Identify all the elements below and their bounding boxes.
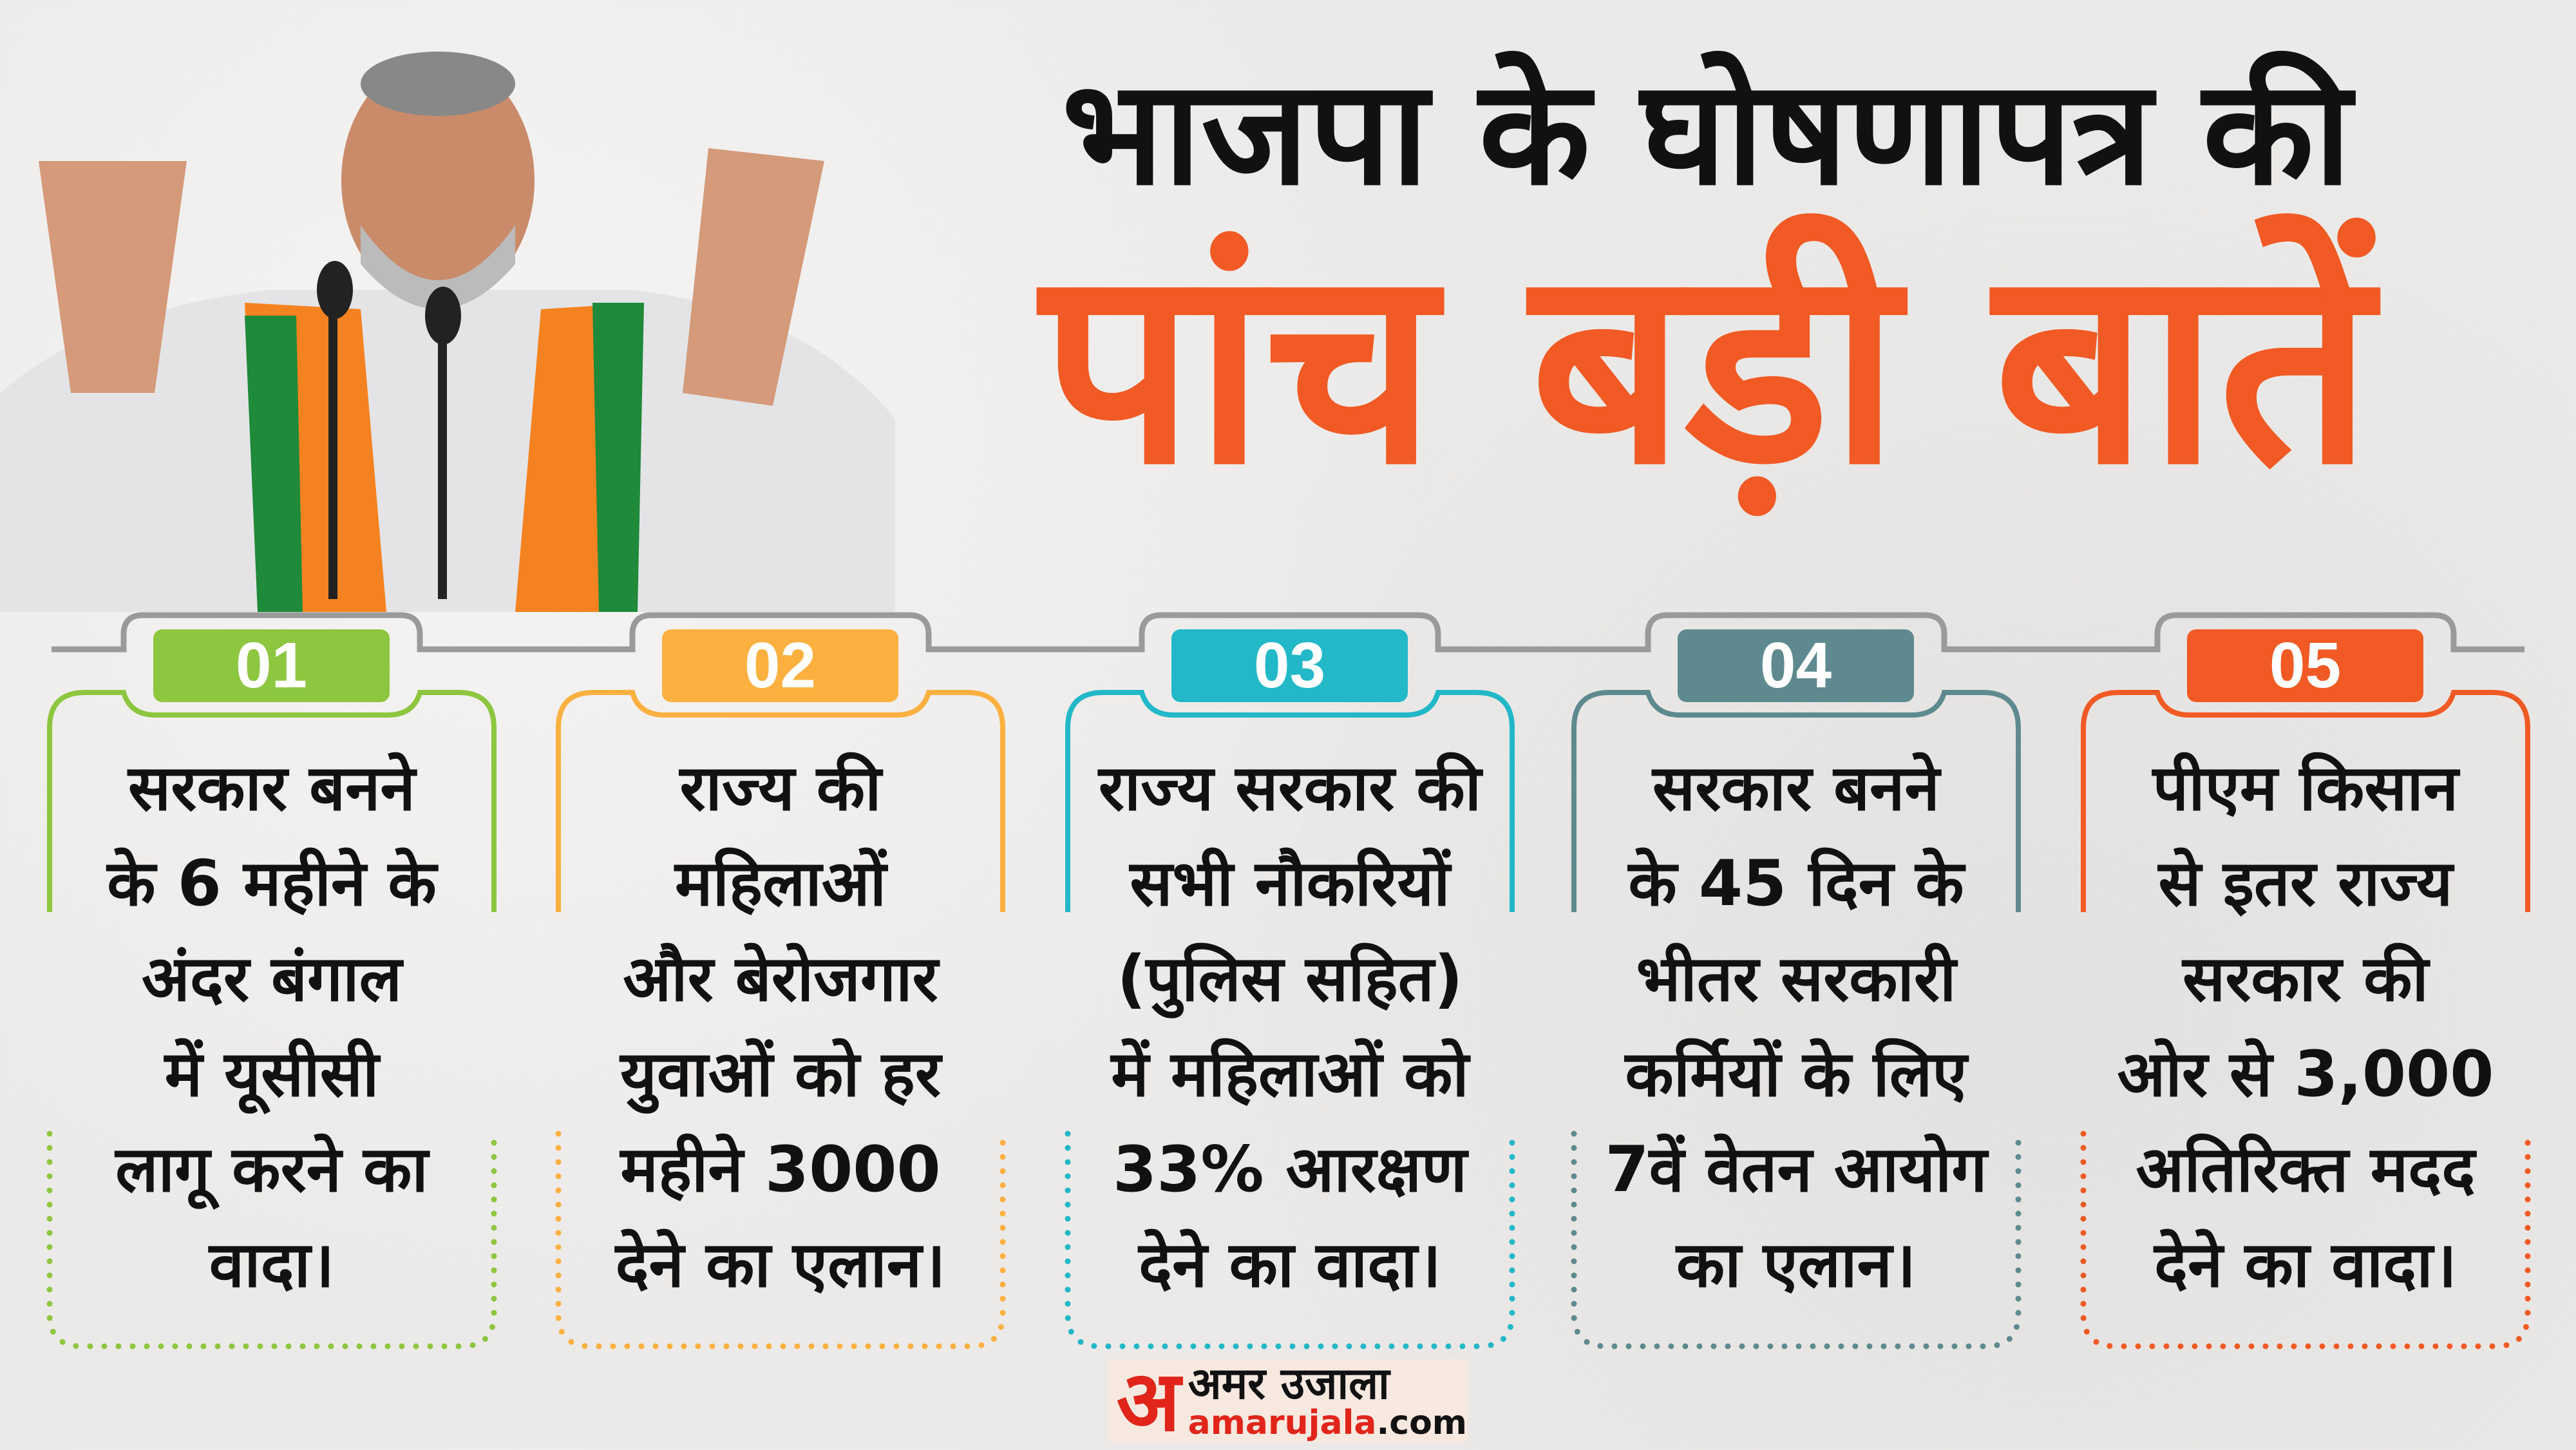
logo-hindi: अमर उजाला	[1188, 1359, 1390, 1409]
card-text-line: अंदर बंगाल	[141, 942, 402, 1016]
card-text-line: सरकार बनने	[128, 752, 415, 825]
card-text-line: युवाओं को हर	[620, 1038, 941, 1111]
card-text-line: पीएम किसान	[2152, 752, 2459, 825]
card-text-line: कर्मियों के लिए	[1625, 1038, 1967, 1111]
card-text-line: वादा।	[209, 1228, 335, 1302]
card-text-line: महिलाओं	[674, 847, 886, 921]
card-text-line: भीतर सरकारी	[1636, 942, 1956, 1016]
amar-ujala-logo: अ अमर उजाला amarujala.com	[1109, 1359, 1467, 1443]
card-text-line: में महिलाओं को	[1111, 1038, 1469, 1111]
card-text-line: 33% आरक्षण	[1112, 1133, 1468, 1207]
card-text: सरकार बनने के 6 महीने के अंदर बंगाल में यूस…	[50, 741, 494, 1313]
card-text-line: देने का वादा।	[2154, 1228, 2457, 1302]
card-frame-bottom-dotted	[555, 1130, 1006, 1350]
logo-mark: अ	[1116, 1352, 1180, 1450]
card-number-badge: 05	[2187, 629, 2423, 702]
card-text-line: (पुलिस सहित)	[1117, 942, 1463, 1016]
card-text: राज्य की महिलाओं और बेरोजगार युवाओं को हर मह…	[558, 741, 1003, 1313]
card-text-line: ओर से 3,000	[2117, 1038, 2494, 1111]
card-text-line: के 45 दिन के	[1628, 847, 1964, 921]
card-text-line: लागू करने का	[115, 1133, 428, 1207]
card-text: राज्य सरकार की सभी नौकरियों (पुलिस सहित) मे…	[1068, 741, 1512, 1313]
logo-domain: amarujala.com	[1188, 1404, 1467, 1442]
card-text-line: महीने 3000	[620, 1133, 941, 1207]
card-frame-bottom-dotted	[46, 1130, 497, 1350]
card-frame-top	[1065, 690, 1515, 912]
card-text-line: राज्य सरकार की	[1098, 752, 1482, 825]
card-frame-top	[2081, 690, 2530, 912]
card-text-line: सरकार बनने	[1653, 752, 1940, 825]
card-text-line: और बेरोजगार	[623, 942, 938, 1016]
speaker-photo	[0, 52, 895, 612]
card-frame-bottom-dotted	[1065, 1130, 1515, 1350]
card-text-line: 7वें वेतन आयोग	[1605, 1133, 1987, 1207]
card-text-line: का एलान।	[1676, 1228, 1917, 1302]
card-text-line: देने का वादा।	[1139, 1228, 1441, 1302]
card-number-badge: 04	[1678, 629, 1914, 702]
headline-line2: पांच बड़ी बातें	[1041, 209, 2372, 524]
card-text-line: में यूसीसी	[164, 1038, 379, 1111]
card-text-line: से इतर राज्य	[2158, 847, 2453, 921]
card-text-line: सरकार की	[2183, 942, 2429, 1016]
card-frame-top	[556, 690, 1005, 912]
card-frame-bottom-dotted	[2080, 1130, 2531, 1350]
card-text: सरकार बनने के 45 दिन के भीतर सरकारी कर्मियो…	[1574, 741, 2018, 1313]
card-text-line: राज्य की	[679, 752, 882, 825]
card-number-badge: 03	[1171, 629, 1408, 702]
card-text-line: देने का एलान।	[615, 1228, 946, 1302]
card-text: पीएम किसान से इतर राज्य सरकार की ओर से 3,00…	[2083, 741, 2528, 1313]
card-number-badge: 01	[153, 629, 390, 702]
card-text-line: सभी नौकरियों	[1130, 847, 1450, 921]
timeline-line	[52, 612, 2524, 653]
card-frame-top	[47, 690, 497, 912]
card-frame-bottom-dotted	[1571, 1130, 2022, 1350]
headline-line1: भाजपा के घोषणापत्र की	[1061, 49, 2352, 218]
card-text-line: के 6 महीने के	[107, 847, 437, 921]
card-number-badge: 02	[662, 629, 898, 702]
card-text-line: अतिरिक्त मदद	[2136, 1133, 2476, 1207]
card-frame-top	[1571, 690, 2021, 912]
